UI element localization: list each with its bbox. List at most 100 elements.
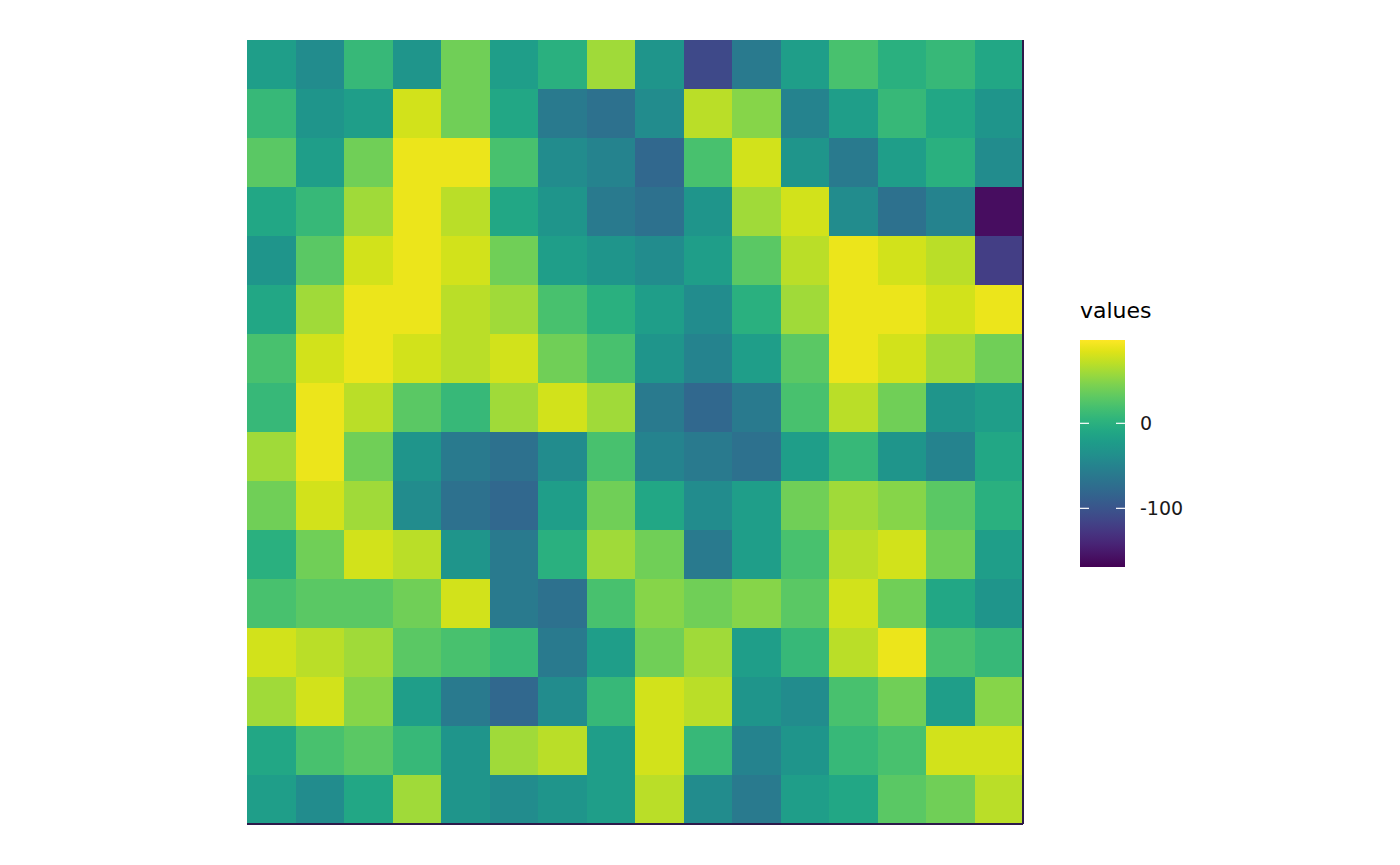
heatmap-cell <box>587 432 636 482</box>
heatmap-cell <box>344 40 393 90</box>
heatmap-cell <box>441 187 490 237</box>
heatmap-cell <box>781 236 830 286</box>
heatmap-cell <box>490 89 539 139</box>
heatmap-cell <box>538 432 587 482</box>
heatmap-cell <box>393 726 442 776</box>
heatmap-cell <box>587 677 636 727</box>
heatmap-cell <box>878 187 927 237</box>
heatmap-cell <box>344 726 393 776</box>
panel-edge <box>247 823 1023 825</box>
heatmap-cell <box>538 187 587 237</box>
heatmap-cell <box>490 138 539 188</box>
heatmap-cell <box>878 726 927 776</box>
heatmap-cell <box>975 187 1024 237</box>
colorbar-tick <box>1116 423 1125 424</box>
heatmap-cell <box>829 236 878 286</box>
heatmap-cell <box>732 677 781 727</box>
heatmap-cell <box>344 383 393 433</box>
heatmap-cell <box>538 236 587 286</box>
heatmap-cell <box>635 138 684 188</box>
heatmap-cell <box>878 579 927 629</box>
heatmap-cell <box>975 530 1024 580</box>
heatmap-cell <box>635 726 684 776</box>
heatmap-cell <box>490 628 539 678</box>
colorbar: values-1000 <box>1080 298 1183 567</box>
heatmap-cell <box>732 432 781 482</box>
heatmap-cell <box>829 579 878 629</box>
heatmap-cell <box>975 775 1024 824</box>
heatmap-cell <box>490 187 539 237</box>
heatmap-cell <box>587 236 636 286</box>
heatmap-cell <box>975 383 1024 433</box>
heatmap-cell <box>296 89 345 139</box>
heatmap-cell <box>247 481 296 531</box>
heatmap-cell <box>829 285 878 335</box>
heatmap-cell <box>538 334 587 384</box>
heatmap-cell <box>247 89 296 139</box>
heatmap-cell <box>538 285 587 335</box>
heatmap-cell <box>635 677 684 727</box>
heatmap-cell <box>635 481 684 531</box>
heatmap-cell <box>975 285 1024 335</box>
heatmap-cell <box>538 89 587 139</box>
heatmap-cell <box>344 89 393 139</box>
heatmap-cell <box>732 138 781 188</box>
heatmap-cell <box>344 187 393 237</box>
heatmap-cell <box>393 138 442 188</box>
heatmap-cell <box>684 432 733 482</box>
heatmap-cell <box>490 383 539 433</box>
heatmap-cell <box>781 285 830 335</box>
heatmap-cell <box>393 89 442 139</box>
heatmap-cell <box>393 530 442 580</box>
heatmap-cell <box>441 383 490 433</box>
heatmap-cell <box>441 334 490 384</box>
heatmap-cell <box>441 285 490 335</box>
heatmap-cell <box>441 138 490 188</box>
heatmap-cell <box>732 579 781 629</box>
heatmap-cell <box>296 530 345 580</box>
heatmap-cell <box>926 432 975 482</box>
colorbar-tick-label: 0 <box>1140 412 1152 434</box>
panel-edge <box>1022 40 1024 824</box>
chart: values-1000 <box>0 0 1400 865</box>
heatmap-cell <box>587 628 636 678</box>
heatmap-cell <box>684 677 733 727</box>
heatmap-cell <box>538 775 587 824</box>
heatmap-cell <box>926 383 975 433</box>
heatmap-cell <box>441 726 490 776</box>
heatmap-cell <box>732 187 781 237</box>
heatmap-cell <box>781 726 830 776</box>
colorbar-gradient <box>1080 340 1125 567</box>
heatmap-cell <box>344 579 393 629</box>
heatmap-cell <box>393 383 442 433</box>
heatmap-cell <box>490 334 539 384</box>
heatmap-cell <box>296 579 345 629</box>
heatmap-cell <box>878 481 927 531</box>
heatmap-cell <box>490 530 539 580</box>
heatmap-cell <box>684 383 733 433</box>
colorbar-tick <box>1080 423 1089 424</box>
heatmap-cell <box>296 40 345 90</box>
heatmap-cell <box>296 138 345 188</box>
heatmap-cell <box>538 628 587 678</box>
heatmap-cell <box>732 334 781 384</box>
heatmap-cell <box>781 138 830 188</box>
heatmap-cell <box>975 138 1024 188</box>
heatmap-cell <box>732 481 781 531</box>
heatmap-cell <box>926 285 975 335</box>
heatmap-cell <box>247 236 296 286</box>
heatmap-cell <box>732 530 781 580</box>
heatmap-cell <box>829 89 878 139</box>
heatmap-cell <box>490 579 539 629</box>
heatmap-cell <box>393 579 442 629</box>
heatmap-cell <box>296 726 345 776</box>
heatmap-cell <box>296 432 345 482</box>
heatmap-cell <box>635 383 684 433</box>
colorbar-title: values <box>1080 298 1152 323</box>
heatmap-cell <box>490 285 539 335</box>
heatmap-cell <box>926 677 975 727</box>
heatmap-cell <box>878 236 927 286</box>
heatmap-cell <box>490 481 539 531</box>
heatmap-cell <box>781 481 830 531</box>
heatmap-cell <box>635 40 684 90</box>
